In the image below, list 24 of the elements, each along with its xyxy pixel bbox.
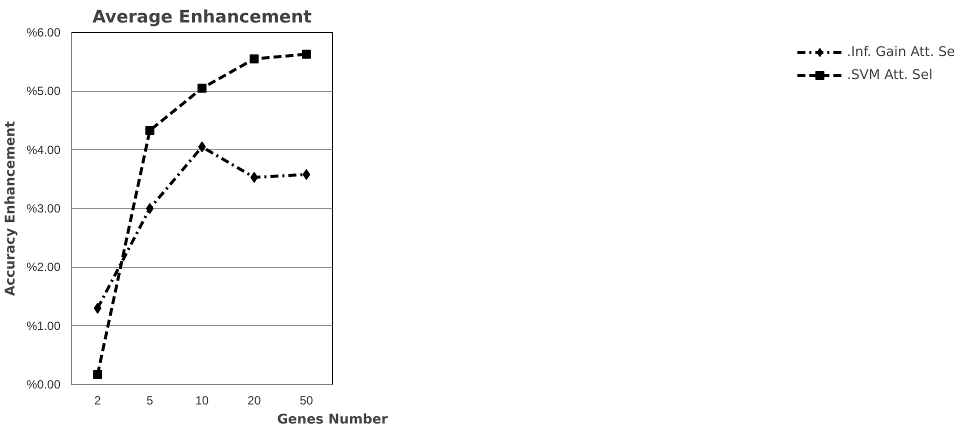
point [198, 84, 206, 93]
legend-label: .SVM Att. Sel [846, 68, 933, 82]
legend-label: .Inf. Gain Att. Se [846, 44, 955, 60]
point [250, 54, 259, 64]
x-tick-label: 10 [195, 394, 209, 408]
y-axis-title: Accuracy Enhancement [3, 120, 18, 296]
y-tick-label: %1.00 [26, 318, 61, 333]
point [145, 126, 154, 135]
x-tick-label: 20 [248, 394, 262, 408]
x-tick-label: 50 [300, 394, 314, 408]
y-tick-label: %2.00 [26, 260, 61, 274]
point [302, 50, 311, 59]
y-tick-label: %5.00 [26, 84, 61, 98]
x-tick-label: 5 [146, 394, 154, 408]
point [250, 172, 258, 183]
point [146, 203, 154, 214]
x-tick-label: 2 [94, 394, 102, 408]
y-tick-label: %4.00 [26, 142, 61, 157]
y-tick-label: %0.00 [26, 378, 61, 392]
x-axis-title: Genes Number [277, 412, 388, 428]
chart-title: Average Enhancement [92, 8, 312, 28]
y-tick-label: %3.00 [26, 202, 61, 216]
y-tick-label: %6.00 [26, 26, 61, 40]
point [93, 370, 102, 380]
